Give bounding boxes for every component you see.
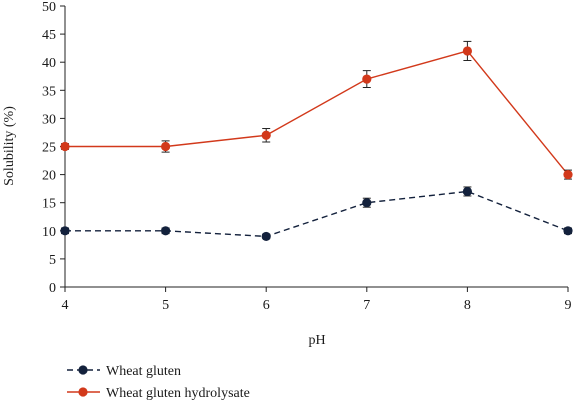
x-tick-label: 7 (363, 298, 370, 313)
y-axis-label: Solubility (%) (2, 106, 17, 186)
wheat-gluten-hydrolysate-point (462, 46, 472, 56)
legend-label: Wheat gluten (106, 364, 181, 379)
x-tick-label: 5 (162, 298, 169, 313)
plot-area (60, 40, 573, 242)
y-tick-label: 25 (42, 141, 56, 156)
legend-item-wheat-gluten-hydrolysate: Wheat gluten hydrolysate (67, 386, 250, 401)
wheat-gluten-hydrolysate-point (563, 170, 573, 180)
legend-swatch-marker (78, 365, 88, 375)
y-tick-label: 45 (42, 28, 56, 43)
wheat-gluten-point (462, 186, 472, 197)
legend: Wheat gluten Wheat gluten hydrolysate (67, 364, 250, 401)
x-tick-label: 8 (464, 298, 471, 313)
y-tick-label: 15 (42, 197, 56, 212)
y-tick-label: 0 (49, 281, 56, 296)
legend-item-wheat-gluten: Wheat gluten (67, 364, 181, 379)
wheat-gluten-hydrolysate-point (261, 130, 271, 140)
wheat-gluten-point (362, 198, 372, 208)
y-tick-label: 10 (42, 225, 56, 240)
wheat-gluten-hydrolysate-point (362, 74, 372, 84)
y-tick-label: 20 (42, 169, 56, 184)
wheat-gluten-series (60, 186, 573, 242)
wheat-gluten-hydrolysate-point (161, 141, 171, 152)
wheat-gluten-line (65, 190, 569, 238)
wheat-gluten-hydrolysate-point (60, 141, 70, 152)
y-tick-label: 5 (49, 253, 56, 268)
wheat-gluten-point (563, 226, 573, 236)
y-tick-label: 35 (42, 84, 56, 99)
wheat-gluten-point (60, 226, 70, 236)
y-tick-label: 30 (42, 112, 56, 127)
y-tick-label: 50 (42, 0, 56, 15)
x-tick-label: 6 (263, 298, 270, 313)
legend-swatch-marker (78, 387, 88, 397)
y-tick-label: 40 (42, 56, 56, 71)
legend-label: Wheat gluten hydrolysate (106, 386, 250, 401)
wheat-gluten-point (161, 226, 171, 236)
x-axis-label: pH (308, 333, 325, 348)
x-tick-label: 4 (62, 298, 69, 313)
x-tick-label: 9 (565, 298, 572, 313)
wheat-gluten-hydrolysate-line (65, 50, 569, 176)
wheat-gluten-hydrolysate-series (60, 40, 573, 180)
wheat-gluten-point (261, 231, 271, 242)
